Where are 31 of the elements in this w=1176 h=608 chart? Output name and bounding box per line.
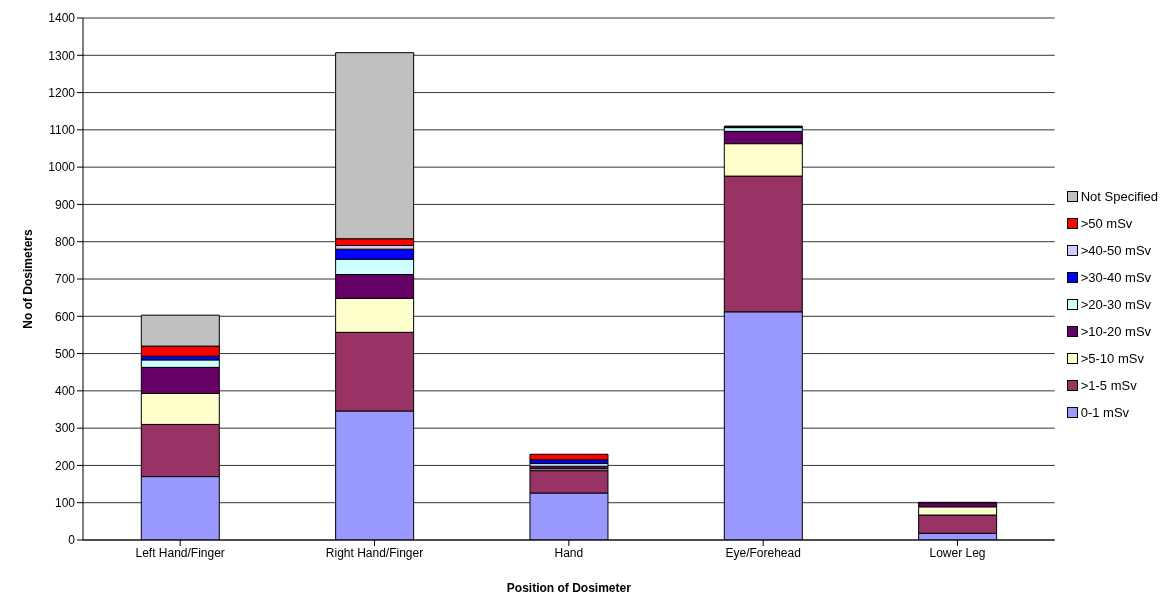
y-tick-label: 1100 (49, 123, 76, 138)
legend-label: >20-30 mSv (1080, 296, 1152, 312)
y-axis-title: No of Dosimeters (21, 229, 36, 329)
x-tick-label: Right Hand/Finger (325, 545, 424, 560)
legend-label: >40-50 mSv (1080, 242, 1152, 258)
x-tick-label: Left Hand/Finger (135, 545, 225, 560)
legend-label: 0-1 mSv (1080, 404, 1130, 420)
y-tick-label: 400 (54, 384, 76, 399)
y-tick-label: 300 (54, 421, 76, 436)
y-tick-label: 1300 (48, 48, 76, 63)
y-tick-label: 100 (54, 495, 76, 510)
legend-label: >5-10 mSv (1080, 350, 1144, 366)
y-tick-label: 800 (54, 234, 76, 249)
x-tick-label: Hand (554, 545, 584, 560)
legend-label: >30-40 mSv (1080, 269, 1152, 285)
x-tick-label: Lower Leg (929, 545, 986, 560)
y-tick-label: 1000 (48, 160, 76, 175)
y-tick-label: 1200 (48, 85, 76, 100)
x-axis-title: Position of Dosimeter (506, 581, 632, 595)
y-tick-label: 200 (54, 458, 76, 473)
y-tick-label: 1400 (48, 11, 76, 26)
legend-label: >1-5 mSv (1080, 377, 1137, 393)
legend-label: >50 mSv (1080, 215, 1133, 231)
legend-label: Not Specified (1080, 188, 1158, 204)
y-tick-label: 0 (68, 533, 76, 548)
y-tick-label: 500 (54, 346, 76, 361)
x-tick-label: Eye/Forehead (725, 545, 801, 560)
legend-label: >10-20 mSv (1080, 323, 1152, 339)
y-tick-label: 600 (54, 309, 76, 324)
y-tick-label: 900 (54, 197, 76, 212)
y-tick-label: 700 (54, 272, 76, 287)
